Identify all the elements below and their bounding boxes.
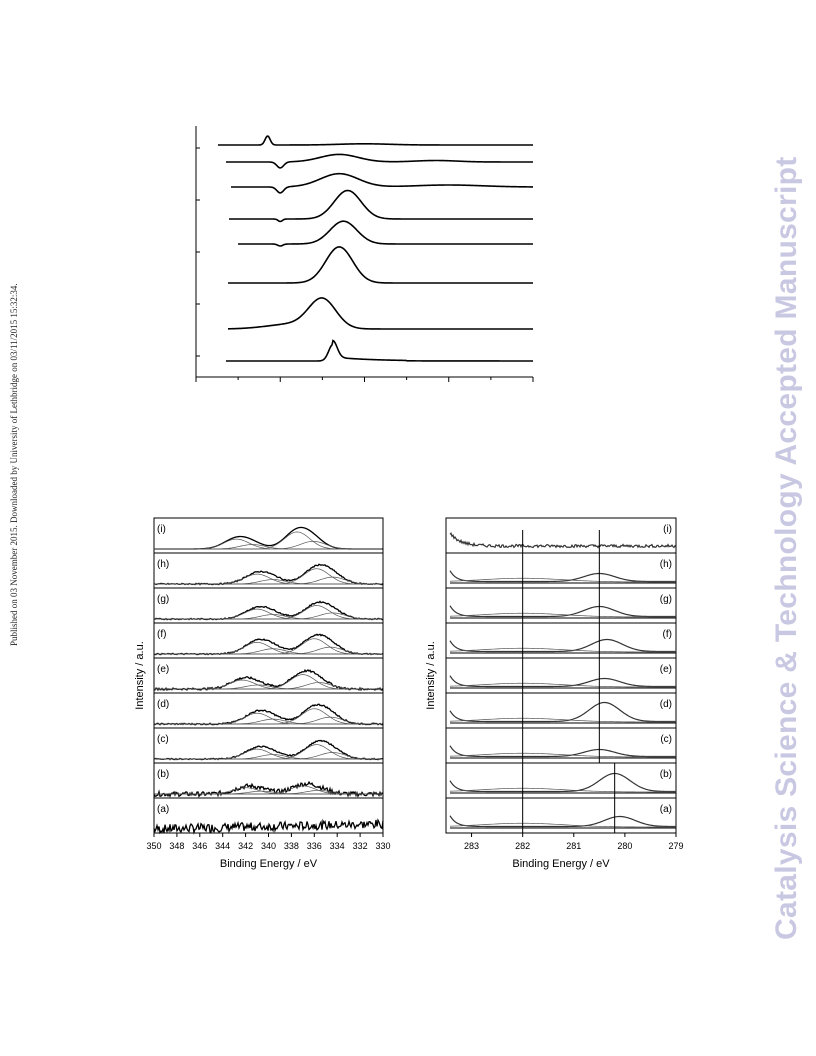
left-fit-component xyxy=(154,573,382,585)
left-panel-label: (a) xyxy=(157,804,169,815)
left-fit-component xyxy=(154,674,382,690)
right-fit-component xyxy=(449,752,676,758)
left-spectrum-line xyxy=(153,563,384,586)
left-fit-component xyxy=(154,682,382,690)
left-spectrum-line xyxy=(153,739,384,761)
right-panel-label: (f) xyxy=(663,629,672,640)
left-panel-label: (e) xyxy=(157,664,169,675)
left-x-axis-label: Binding Energy / eV xyxy=(220,858,318,870)
top-series-line xyxy=(229,189,533,223)
right-panel-label: (g) xyxy=(660,594,672,605)
right-spectrum-line xyxy=(449,815,677,828)
left-x-tick-label: 340 xyxy=(261,841,276,851)
left-panel-label: (b) xyxy=(157,769,169,780)
left-panel-label: (i) xyxy=(157,524,166,535)
left-fit-component xyxy=(154,612,383,620)
left-fit-component xyxy=(154,752,383,760)
top-series-line xyxy=(227,297,533,330)
right-x-tick-label: 280 xyxy=(617,841,632,851)
top-series-line xyxy=(226,339,533,362)
right-panel-label: (h) xyxy=(660,559,672,570)
left-fit-component xyxy=(154,712,382,725)
top-series-line xyxy=(231,172,533,194)
right-panel-label: (c) xyxy=(660,734,672,745)
left-fit-component xyxy=(154,568,382,585)
left-x-tick-label: 348 xyxy=(169,841,184,851)
right-spectrum-line xyxy=(449,745,676,758)
right-y-axis-label: Intensity / a.u. xyxy=(425,641,437,709)
left-fit-component xyxy=(154,540,382,550)
right-panel-label: (a) xyxy=(660,804,672,815)
right-fit-component xyxy=(449,822,676,828)
right-fit-component xyxy=(449,612,676,618)
left-spectrum-line xyxy=(153,780,384,798)
right-panel-label: (d) xyxy=(660,699,672,710)
left-fit-component xyxy=(154,716,382,725)
left-fit-component xyxy=(154,531,382,550)
right-fit-component xyxy=(449,717,676,723)
right-spectrum-line xyxy=(449,532,677,549)
right-spectrum-line xyxy=(449,772,676,793)
left-fit-component xyxy=(154,576,383,585)
right-panel-label: (b) xyxy=(660,769,672,780)
right-fit-component xyxy=(449,647,676,653)
right-panel-label: (e) xyxy=(660,664,672,675)
left-frame xyxy=(153,517,384,834)
right-frame xyxy=(445,517,677,834)
top-series-line xyxy=(226,153,533,169)
right-spectrum-line xyxy=(449,701,676,723)
left-fit-component xyxy=(154,641,382,655)
left-spectrum-line xyxy=(153,669,384,692)
left-spectrum-line xyxy=(153,818,384,835)
left-x-tick-label: 330 xyxy=(375,841,390,851)
left-x-tick-label: 336 xyxy=(307,841,322,851)
right-x-tick-label: 283 xyxy=(464,841,479,851)
right-x-tick-label: 279 xyxy=(668,841,683,851)
left-panel-label: (h) xyxy=(157,559,169,570)
right-fit-component xyxy=(449,577,676,583)
left-fit-component xyxy=(154,646,382,655)
left-panel-label: (g) xyxy=(157,594,169,605)
left-fit-component xyxy=(154,748,382,760)
right-fit-component xyxy=(449,682,676,688)
right-spectrum-line xyxy=(449,675,676,688)
left-x-tick-label: 344 xyxy=(215,841,230,851)
right-x-tick-label: 282 xyxy=(515,841,530,851)
left-fit-component xyxy=(154,790,382,795)
right-spectrum-line xyxy=(449,638,676,653)
left-spectrum-line xyxy=(154,526,383,550)
right-x-axis-label: Binding Energy / eV xyxy=(512,858,610,870)
left-y-axis-label: Intensity / a.u. xyxy=(134,641,146,709)
left-x-tick-label: 350 xyxy=(146,841,161,851)
top-series-line xyxy=(238,220,533,247)
right-panel-label: (i) xyxy=(663,524,672,535)
left-x-tick-label: 334 xyxy=(330,841,345,851)
right-x-tick-label: 281 xyxy=(566,841,581,851)
right-fit-component xyxy=(449,787,676,793)
left-fit-component xyxy=(154,608,382,620)
left-x-tick-label: 342 xyxy=(238,841,253,851)
left-x-tick-label: 332 xyxy=(353,841,368,851)
left-spectrum-line xyxy=(153,600,384,621)
left-x-tick-label: 346 xyxy=(192,841,207,851)
top-series-line xyxy=(228,246,533,284)
left-x-tick-label: 338 xyxy=(284,841,299,851)
left-panel-label: (d) xyxy=(157,699,169,710)
left-panel-label: (c) xyxy=(157,734,169,745)
left-panel-label: (f) xyxy=(157,629,166,640)
right-spectrum-line xyxy=(449,570,676,583)
right-spectrum-line xyxy=(449,605,676,618)
top-series-line xyxy=(218,135,533,146)
